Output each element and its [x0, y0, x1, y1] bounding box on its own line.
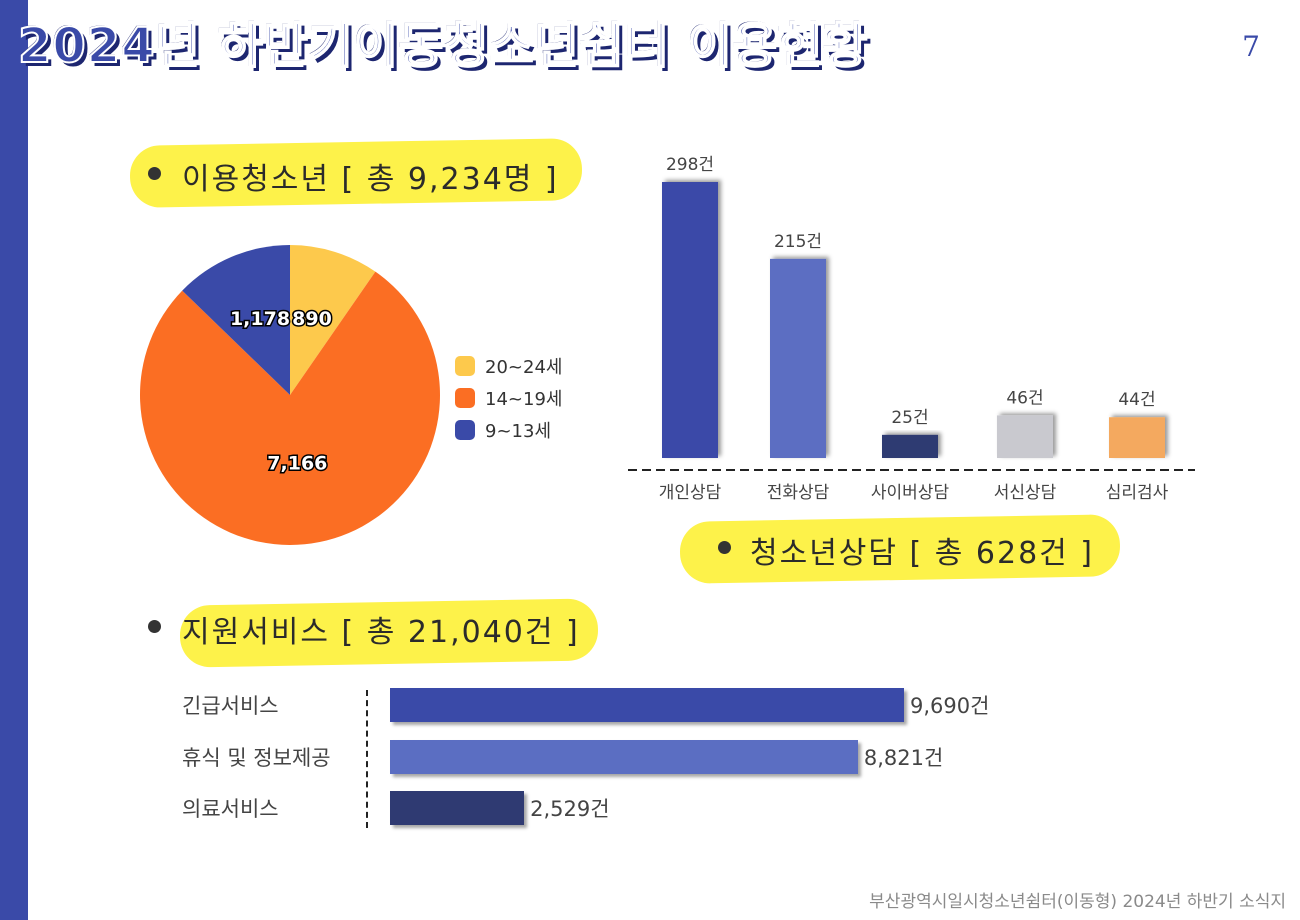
counseling-category-label: 개인상담 — [659, 483, 722, 503]
service-bar — [390, 791, 525, 825]
page-title: 2024년 하반기이동청소년쉼터 이용현황 — [17, 17, 869, 75]
counseling-category-label: 심리검사 — [1106, 483, 1169, 503]
service-category-label: 휴식 및 정보제공 — [182, 746, 331, 770]
counseling-bar — [770, 258, 826, 458]
footer-text: 부산광역시일시청소년쉼터(이동형) 2024년 하반기 소식지 — [869, 892, 1286, 912]
legend-item: 9~13세 — [455, 414, 562, 446]
counseling-bar — [997, 415, 1053, 458]
counseling-bar — [882, 434, 938, 458]
services-bullet — [148, 620, 161, 633]
counseling-bar-value: 25건 — [891, 408, 928, 428]
counseling-bar — [1109, 417, 1165, 458]
service-category-label: 긴급서비스 — [182, 694, 279, 718]
service-category-label: 의료서비스 — [182, 797, 279, 821]
service-bar-value: 8,821건 — [863, 746, 944, 770]
page-number: 7 — [1242, 30, 1260, 63]
legend-label: 9~13세 — [485, 421, 551, 442]
counseling-section-title: 청소년상담 [ 총 628건 ] — [750, 536, 1095, 571]
service-bar-value: 2,529건 — [530, 797, 610, 821]
counseling-bar-value: 44건 — [1118, 390, 1155, 410]
left-accent-bar — [0, 0, 28, 920]
counseling-bar — [662, 182, 718, 458]
service-bar-value: 9,690건 — [910, 694, 990, 718]
counseling-category-label: 사이버상담 — [871, 483, 950, 503]
service-bar — [390, 688, 904, 722]
services-axis-line — [366, 690, 368, 828]
pie-data-label: 1,178 — [230, 308, 290, 330]
legend-item: 14~19세 — [455, 382, 562, 414]
legend-item: 20~24세 — [455, 350, 562, 382]
legend-swatch — [455, 388, 475, 408]
legend-label: 14~19세 — [485, 389, 563, 410]
counseling-category-label: 서신상담 — [994, 483, 1057, 503]
pie-legend: 20~24세 14~19세 9~13세 — [455, 350, 562, 446]
legend-swatch — [455, 420, 475, 440]
services-section-title: 지원서비스 [ 총 21,040건 ] — [182, 615, 580, 650]
pie-slice-3 — [182, 245, 290, 395]
counseling-bar-value: 298건 — [666, 155, 714, 175]
pie-data-label: 890 — [292, 308, 332, 330]
youth-section-title: 이용청소년 [ 총 9,234명 ] — [182, 162, 559, 197]
service-bar — [390, 740, 858, 774]
youth-bullet — [148, 167, 161, 180]
counseling-bar-value: 215건 — [774, 232, 822, 252]
legend-label: 20~24세 — [485, 357, 563, 378]
counseling-bullet — [718, 541, 731, 554]
pie-data-label: 7,166 — [267, 453, 327, 475]
youth-age-pie-chart: 890 7,166 1,178 — [140, 245, 441, 545]
pie-slice-2 — [140, 271, 441, 545]
legend-swatch — [455, 356, 475, 376]
counseling-bar-value: 46건 — [1006, 388, 1043, 408]
pie-slice-1 — [290, 245, 376, 395]
counseling-category-label: 전화상담 — [767, 483, 830, 503]
